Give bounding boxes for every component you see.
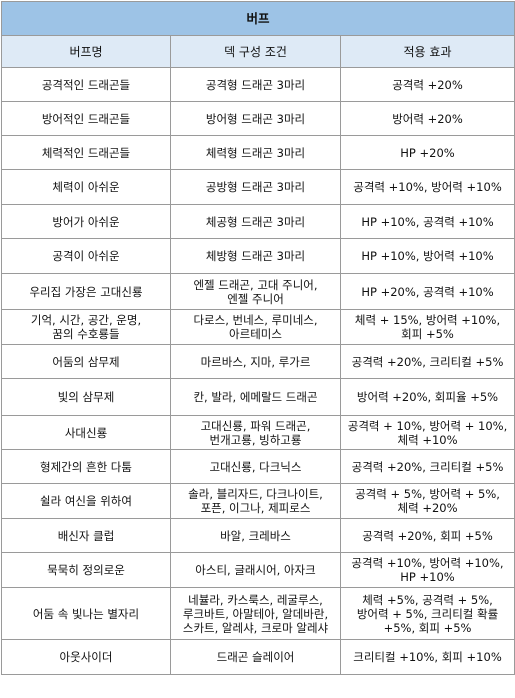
cell-buff-name: 공격이 아쉬운	[1, 238, 171, 274]
cell-deck-condition: 아스티, 글래시어, 아자크	[170, 552, 341, 588]
cell-deck-condition: 체공형 드래곤 3마리	[170, 204, 341, 239]
cell-effect: HP +20%	[339, 135, 515, 170]
table-title: 버프	[0, 1, 515, 36]
cell-buff-name: 기억, 시간, 공간, 운명, 꿈의 수호룡들	[1, 309, 171, 345]
cell-buff-name: 체력적인 드래곤들	[1, 135, 171, 170]
table-row: 배신자 클럽 바알, 크레바스 공격력 +20%, 회피 +5%	[1, 518, 515, 553]
cell-deck-condition: 체방형 드래곤 3마리	[170, 238, 341, 274]
cell-buff-name: 어둠의 삼무제	[1, 344, 171, 379]
table-row: 방어가 아쉬운 체공형 드래곤 3마리 HP +10%, 공격력 +10%	[1, 204, 515, 239]
cell-effect: 체력 + 15%, 방어력 +10%, 회피 +5%	[339, 309, 515, 345]
cell-deck-condition: 다로스, 번네스, 루미네스, 아르테미스	[170, 309, 341, 345]
table-row: 기억, 시간, 공간, 운명, 꿈의 수호룡들 다로스, 번네스, 루미네스, 아…	[1, 309, 515, 345]
table-row: 공격적인 드래곤들 공격형 드래곤 3마리 공격력 +20%	[1, 67, 515, 102]
cell-effect: 공격력 +10%, 방어력 +10%, HP +10%	[339, 552, 515, 588]
header-buff-name: 버프명	[1, 35, 171, 68]
cell-effect: 공격력 +10%, 방어력 +10%	[339, 169, 515, 205]
cell-effect: HP +20%, 공격력 +10%	[339, 273, 515, 310]
cell-effect: 공격력 +20%, 크리티컬 +5%	[339, 344, 515, 379]
cell-buff-name: 묵묵히 정의로운	[1, 552, 171, 588]
cell-deck-condition: 엔젤 드래곤, 고대 주니어, 엔젤 주니어	[170, 273, 341, 310]
cell-buff-name: 쉴라 여신을 위하여	[1, 483, 171, 519]
cell-deck-condition: 칸, 발라, 에메랄드 드래곤	[170, 378, 341, 416]
buff-table-container: 버프 버프명 덱 구성 조건 적용 효과 공격적인 드래곤들 공격형 드래곤 3마…	[0, 1, 515, 675]
table-row: 공격이 아쉬운 체방형 드래곤 3마리 HP +10%, 방어력 +10%	[1, 238, 515, 274]
cell-buff-name: 빛의 삼무제	[1, 378, 171, 416]
header-effect: 적용 효과	[339, 35, 515, 68]
cell-effect: 방어력 +20%	[339, 101, 515, 136]
cell-deck-condition: 체력형 드래곤 3마리	[170, 135, 341, 170]
cell-deck-condition: 고대신룡, 다크닉스	[170, 449, 341, 484]
table-row: 어둠 속 빛나는 별자리 네뷸라, 카스룩스, 레굴루스, 루크바트, 아말테아,…	[1, 587, 515, 640]
cell-deck-condition: 바알, 크레바스	[170, 518, 341, 553]
table-row: 묵묵히 정의로운 아스티, 글래시어, 아자크 공격력 +10%, 방어력 +10%…	[1, 552, 515, 588]
cell-deck-condition: 솔라, 블리자드, 다크나이트, 포픈, 이그나, 제피로스	[170, 483, 341, 519]
cell-effect: HP +10%, 방어력 +10%	[339, 238, 515, 274]
cell-deck-condition: 공격형 드래곤 3마리	[170, 67, 341, 102]
cell-buff-name: 아웃사이더	[1, 639, 171, 675]
cell-buff-name: 형제간의 흔한 다툼	[1, 449, 171, 484]
buff-table: 버프 버프명 덱 구성 조건 적용 효과 공격적인 드래곤들 공격형 드래곤 3마…	[0, 1, 515, 675]
cell-deck-condition: 고대신룡, 파워 드래곤, 번개고룡, 빙하고룡	[170, 415, 341, 450]
table-title-row: 버프	[0, 1, 515, 36]
table-row: 체력이 아쉬운 공방형 드래곤 3마리 공격력 +10%, 방어력 +10%	[1, 169, 515, 205]
cell-deck-condition: 공방형 드래곤 3마리	[170, 169, 341, 205]
table-row: 어둠의 삼무제 마르바스, 지마, 루가르 공격력 +20%, 크리티컬 +5%	[1, 344, 515, 379]
cell-effect: 공격력 +20%, 회피 +5%	[339, 518, 515, 553]
table-row: 체력적인 드래곤들 체력형 드래곤 3마리 HP +20%	[1, 135, 515, 170]
cell-effect: 공격력 + 5%, 방어력 + 5%, 체력 +20%	[339, 483, 515, 519]
cell-buff-name: 체력이 아쉬운	[1, 169, 171, 205]
table-row: 사대신룡 고대신룡, 파워 드래곤, 번개고룡, 빙하고룡 공격력 + 10%, 방…	[1, 415, 515, 450]
table-row: 형제간의 흔한 다툼 고대신룡, 다크닉스 공격력 +20%, 크리티컬 +5%	[1, 449, 515, 484]
table-header-row: 버프명 덱 구성 조건 적용 효과	[1, 35, 515, 68]
cell-effect: 공격력 + 10%, 방어력 + 10%, 체력 +10%	[339, 415, 515, 450]
cell-buff-name: 사대신룡	[1, 415, 171, 450]
cell-effect: 체력 +5%, 공격력 + 5%, 방어력 + 5%, 크리티컬 확률 +5%,…	[339, 587, 515, 640]
cell-deck-condition: 마르바스, 지마, 루가르	[170, 344, 341, 379]
cell-buff-name: 배신자 클럽	[1, 518, 171, 553]
cell-effect: 방어력 +20%, 회피율 +5%	[339, 378, 515, 416]
cell-buff-name: 어둠 속 빛나는 별자리	[1, 587, 171, 640]
table-row: 빛의 삼무제 칸, 발라, 에메랄드 드래곤 방어력 +20%, 회피율 +5%	[1, 378, 515, 416]
cell-deck-condition: 네뷸라, 카스룩스, 레굴루스, 루크바트, 아말테아, 알데바란, 스카트, …	[170, 587, 341, 640]
cell-buff-name: 방어적인 드래곤들	[1, 101, 171, 136]
table-row: 쉴라 여신을 위하여 솔라, 블리자드, 다크나이트, 포픈, 이그나, 제피로스…	[1, 483, 515, 519]
table-row: 아웃사이더 드래곤 슬레이어 크리티컬 +10%, 회피 +10%	[1, 639, 515, 675]
table-body: 공격적인 드래곤들 공격형 드래곤 3마리 공격력 +20% 방어적인 드래곤들 방어형…	[1, 67, 515, 675]
cell-deck-condition: 드래곤 슬레이어	[170, 639, 341, 675]
table-row: 방어적인 드래곤들 방어형 드래곤 3마리 방어력 +20%	[1, 101, 515, 136]
cell-effect: 크리티컬 +10%, 회피 +10%	[339, 639, 515, 675]
table-row: 우리집 가장은 고대신룡 엔젤 드래곤, 고대 주니어, 엔젤 주니어 HP +20…	[1, 273, 515, 310]
cell-effect: 공격력 +20%	[339, 67, 515, 102]
cell-buff-name: 공격적인 드래곤들	[1, 67, 171, 102]
cell-buff-name: 우리집 가장은 고대신룡	[1, 273, 171, 310]
header-deck-condition: 덱 구성 조건	[170, 35, 341, 68]
cell-deck-condition: 방어형 드래곤 3마리	[170, 101, 341, 136]
cell-effect: 공격력 +20%, 크리티컬 +5%	[339, 449, 515, 484]
cell-buff-name: 방어가 아쉬운	[1, 204, 171, 239]
cell-effect: HP +10%, 공격력 +10%	[339, 204, 515, 239]
